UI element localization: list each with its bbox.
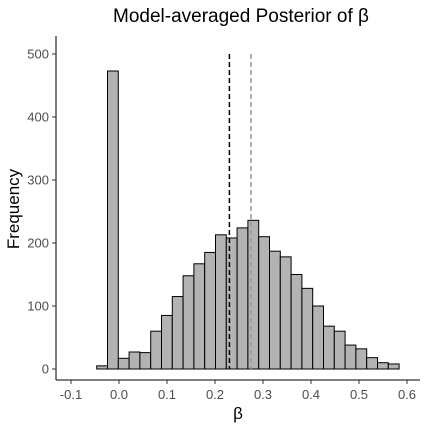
histogram-bar — [117, 357, 130, 370]
histogram-bar — [139, 352, 152, 370]
histogram-bar — [107, 70, 119, 370]
histogram-bar — [161, 314, 173, 370]
histogram-bar — [150, 330, 162, 370]
x-tick-label: 0.4 — [302, 387, 320, 402]
histogram-bar — [387, 363, 400, 370]
histogram-bar — [344, 344, 357, 370]
x-tick-label: 0.0 — [110, 387, 128, 402]
histogram-bar — [215, 234, 227, 370]
y-tick-label: 100 — [27, 299, 49, 314]
y-tick-label: 200 — [27, 236, 49, 251]
histogram-bar — [301, 287, 314, 370]
y-tick-label: 500 — [27, 47, 49, 62]
histogram-bar — [171, 296, 184, 370]
histogram-bar — [366, 357, 379, 370]
x-tick-label: 0.6 — [398, 387, 416, 402]
histogram-bar — [290, 274, 303, 370]
histogram-bar — [279, 256, 292, 370]
x-tick-label: 0.2 — [206, 387, 224, 402]
histogram-bar — [182, 275, 195, 370]
histogram-bar — [323, 325, 335, 370]
chart-title: Model-averaged Posterior of β — [113, 6, 369, 27]
x-tick-label: 0.3 — [254, 387, 272, 402]
y-tick-label: 400 — [27, 110, 49, 125]
x-tick-label: -0.1 — [60, 387, 82, 402]
y-tick-label: 0 — [42, 362, 49, 377]
y-axis-title: Frequency — [4, 168, 23, 249]
histogram-bar — [269, 250, 281, 370]
histogram-bar — [377, 362, 389, 370]
y-tick-label: 300 — [27, 173, 49, 188]
x-tick-label: 0.1 — [158, 387, 176, 402]
histogram-bar — [247, 219, 260, 370]
histogram-bar — [225, 237, 238, 370]
histogram-bar — [128, 351, 141, 370]
histogram-bar — [333, 330, 346, 370]
histogram-bar — [96, 365, 108, 370]
reference-lines-group — [228, 54, 252, 369]
y-ticks-group: 0 100 200 300 400 500 — [27, 47, 56, 377]
histogram-bar — [258, 236, 271, 370]
histogram-bar — [312, 305, 325, 370]
x-tick-label: 0.5 — [350, 387, 368, 402]
x-ticks-group: -0.1 0.0 0.1 0.2 0.3 0.4 0.5 0.6 — [60, 380, 416, 402]
histogram-bar — [236, 227, 249, 370]
bars-group — [96, 70, 400, 370]
histogram-bar — [204, 251, 216, 370]
x-axis-title: β — [233, 404, 243, 423]
histogram-bar — [193, 263, 206, 370]
histogram-bar — [355, 348, 368, 370]
